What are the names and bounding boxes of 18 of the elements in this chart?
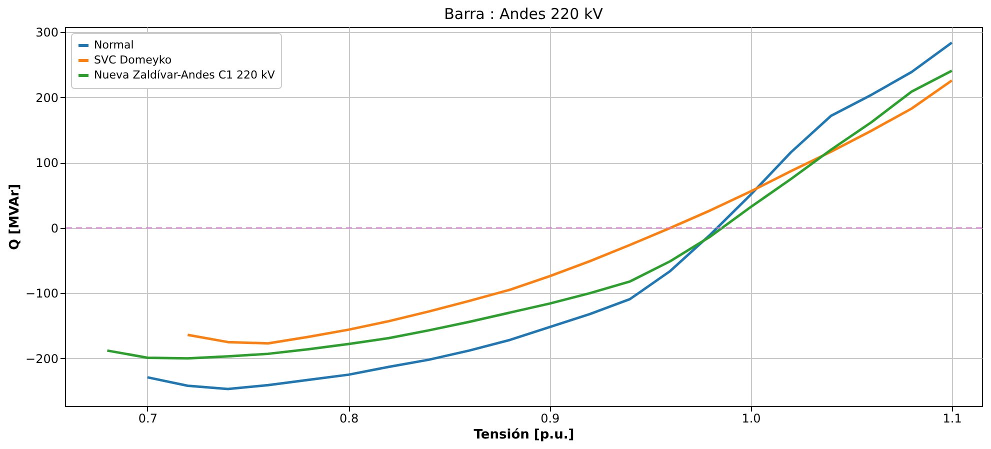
x-tick-label: 1.1 bbox=[942, 412, 962, 426]
line-series bbox=[186, 79, 954, 345]
y-tick-label: 0 bbox=[50, 221, 58, 236]
legend-label: Normal bbox=[94, 38, 134, 52]
legend-label: Nueva Zaldívar-Andes C1 220 kV bbox=[94, 68, 276, 82]
x-tick-label: 0.8 bbox=[340, 412, 359, 426]
x-tick-label: 0.7 bbox=[138, 412, 158, 426]
x-axis-title: Tensión [p.u.] bbox=[474, 428, 574, 442]
chart-title: Barra : Andes 220 kV bbox=[444, 5, 604, 24]
y-tick-label: 200 bbox=[36, 90, 58, 105]
x-tick-label: 0.9 bbox=[540, 412, 560, 426]
y-tick-label: 300 bbox=[36, 26, 58, 40]
y-axis-title: Q [MVAr] bbox=[8, 184, 23, 250]
x-tick-label: 1.0 bbox=[742, 412, 761, 426]
y-tick-label: −100 bbox=[26, 286, 58, 301]
y-tick-label: −200 bbox=[26, 352, 58, 366]
legend-label: SVC Domeyko bbox=[94, 54, 172, 66]
y-tick-label: 100 bbox=[36, 156, 58, 170]
